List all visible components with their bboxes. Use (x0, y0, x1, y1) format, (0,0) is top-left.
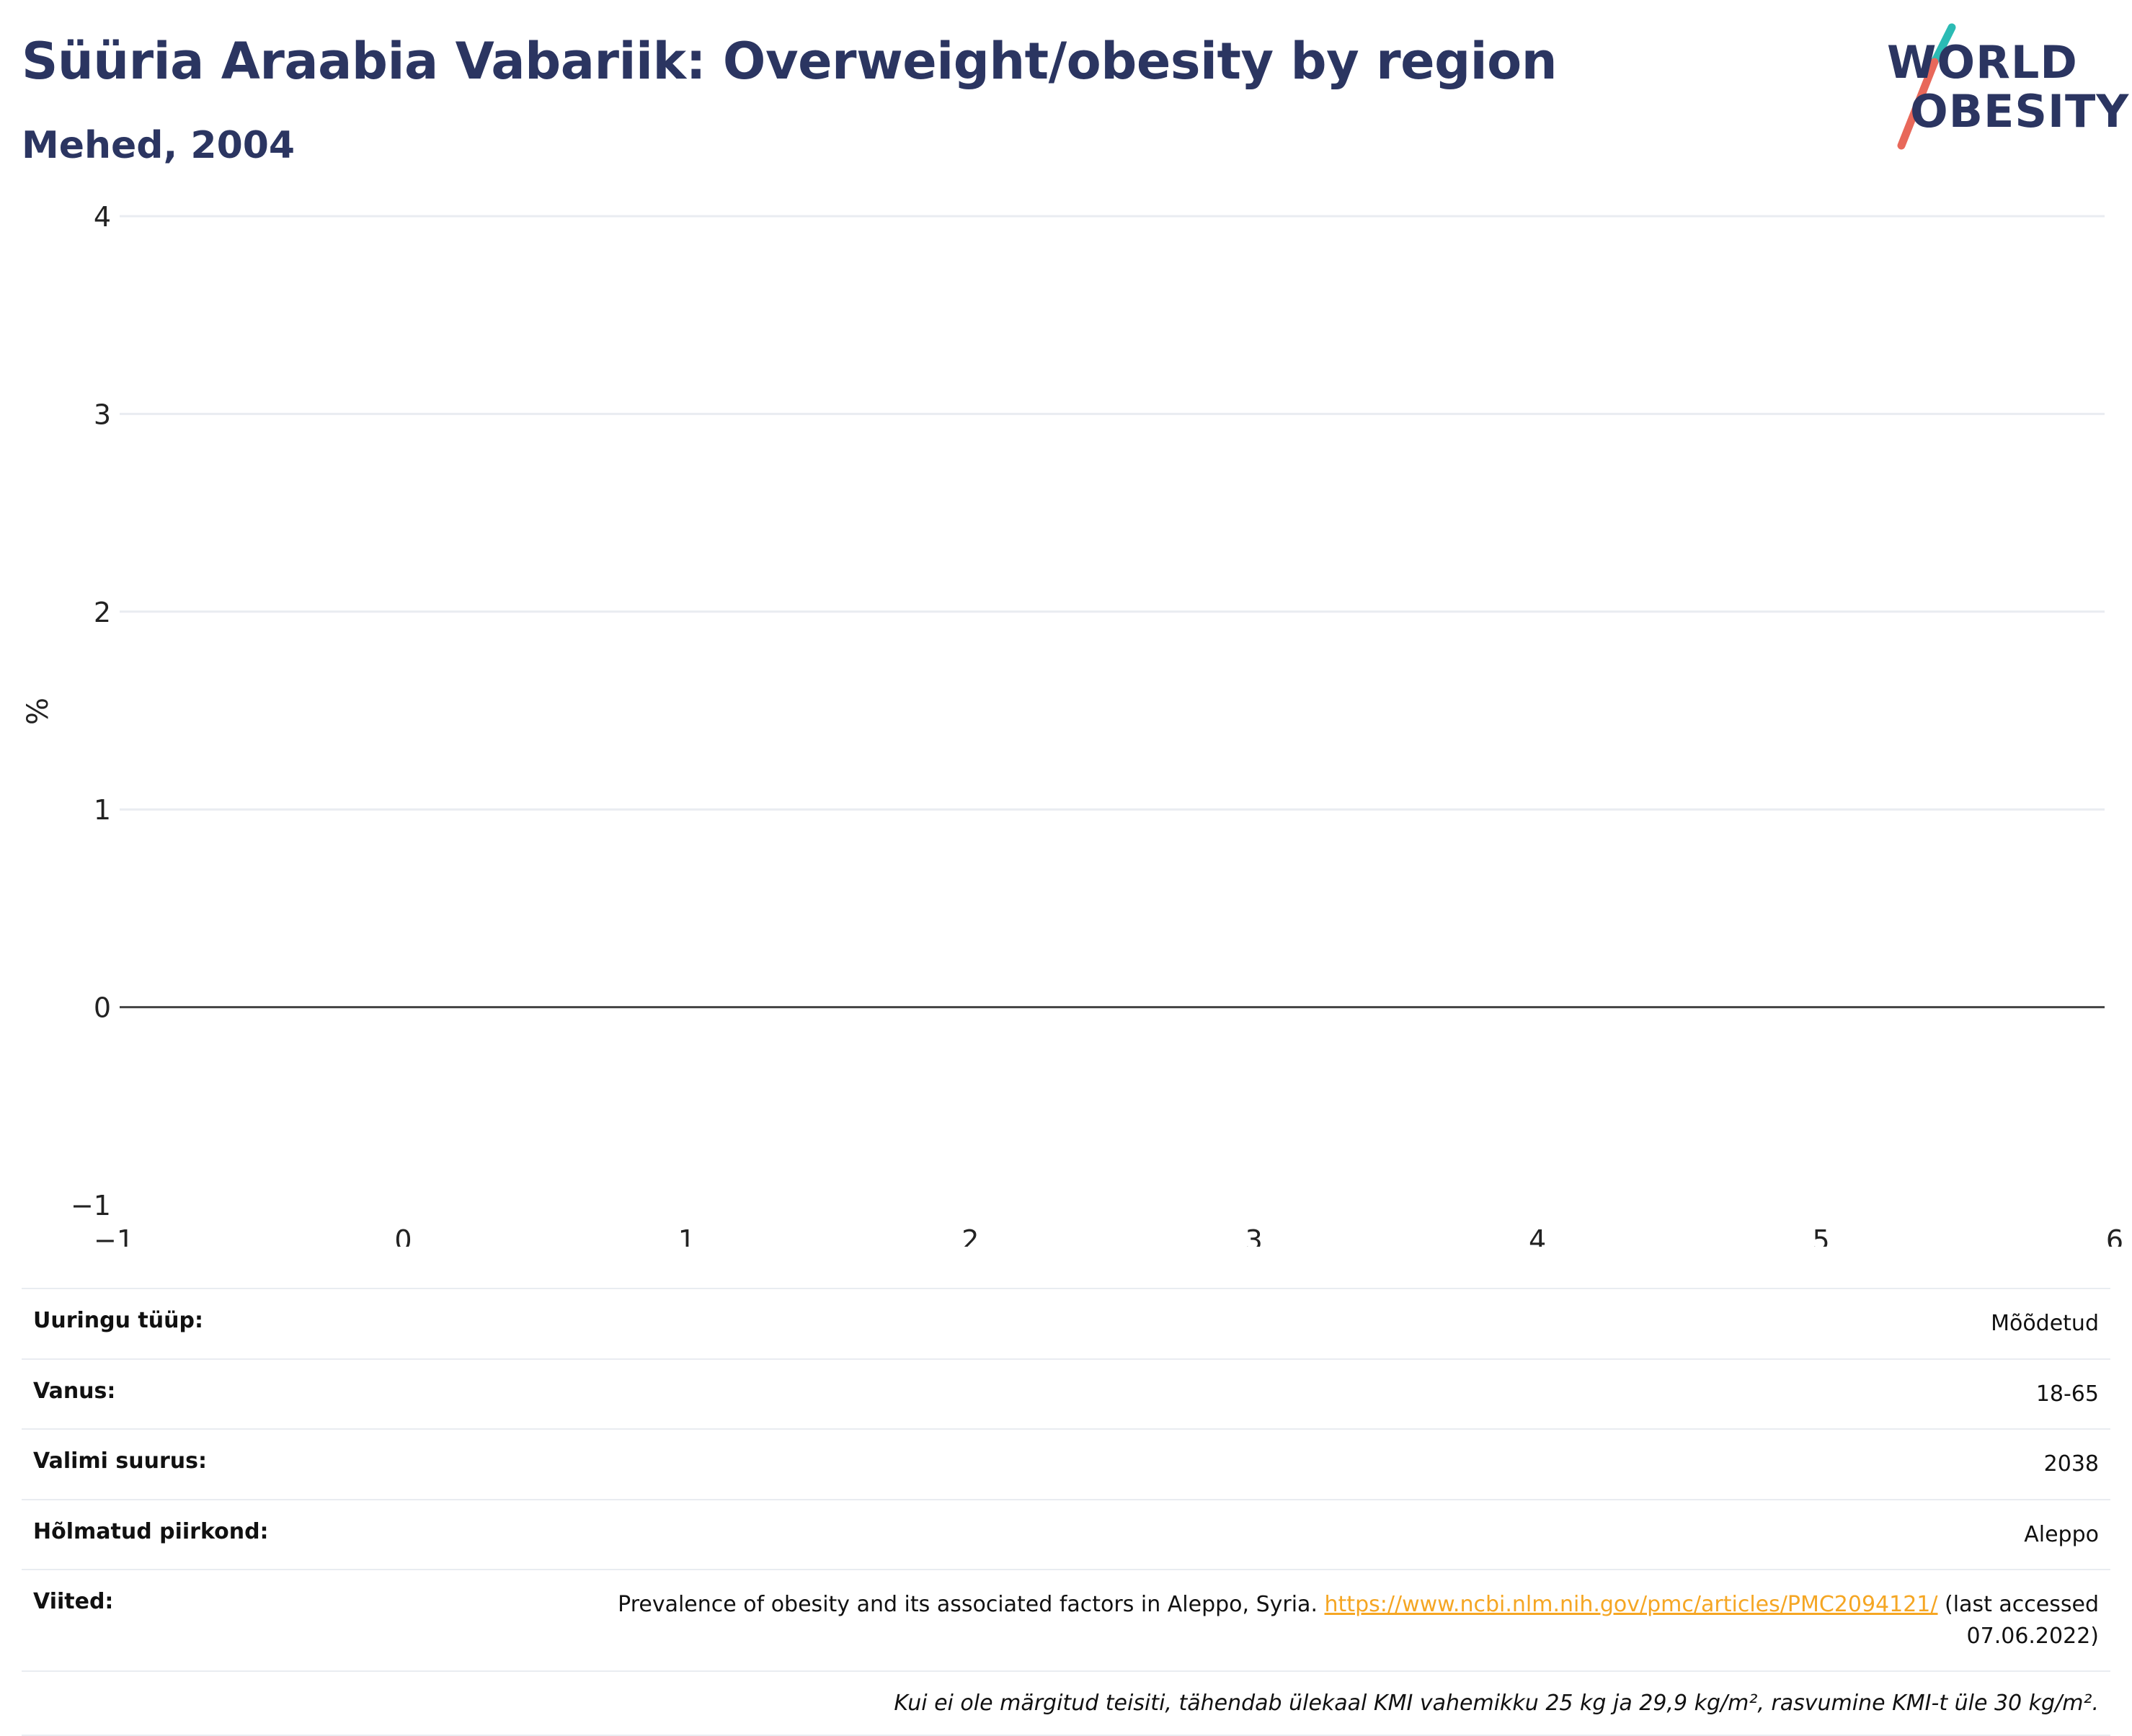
x-tick-label: 4 (1529, 1224, 1546, 1247)
x-tick-label: 2 (961, 1224, 979, 1247)
info-row: Uuringu tüüp: Mõõdetud (22, 1288, 2110, 1359)
x-axis-ticks: −1 0 1 2 3 4 5 6 (94, 1224, 2123, 1247)
info-label: Uuringu tüüp: (22, 1288, 549, 1359)
info-value: 18-65 (549, 1358, 2110, 1429)
definition-note-row: Kui ei ole märgitud teisiti, tähendab ül… (22, 1670, 2110, 1736)
logo-text-world: WORLD (1887, 36, 2078, 89)
info-label: Valimi suurus: (22, 1428, 549, 1500)
y-tick-label: 0 (94, 992, 111, 1024)
y-tick-label: 1 (94, 794, 111, 826)
reference-text: Prevalence of obesity and its associated… (618, 1592, 1318, 1617)
info-row: Vanus: 18-65 (22, 1358, 2110, 1429)
x-tick-label: 1 (678, 1224, 696, 1247)
info-value: Mõõdetud (549, 1288, 2110, 1359)
y-tick-label: −1 (71, 1190, 111, 1221)
world-obesity-logo[interactable]: WORLD OBESITY (1874, 22, 2128, 151)
info-value: 2038 (549, 1428, 2110, 1500)
y-tick-label: 2 (94, 597, 111, 628)
x-tick-label: 3 (1245, 1224, 1263, 1247)
references-label: Viited: (22, 1569, 549, 1671)
x-tick-label: 0 (394, 1224, 412, 1247)
references-row: Viited: Prevalence of obesity and its as… (22, 1569, 2110, 1671)
y-axis-ticks: −1 0 1 2 3 4 (71, 201, 111, 1221)
logo-slash-icon (1897, 23, 1956, 150)
chart-subtitle: Mehed, 2004 (22, 124, 296, 167)
logo-text-obesity: OBESITY (1910, 85, 2130, 138)
info-table: Uuringu tüüp: Mõõdetud Vanus: 18-65 Vali… (22, 1288, 2110, 1736)
y-tick-label: 4 (94, 201, 111, 233)
info-row: Hõlmatud piirkond: Aleppo (22, 1498, 2110, 1570)
x-tick-label: 5 (1812, 1224, 1829, 1247)
reference-accessed: (last accessed 07.06.2022) (1945, 1592, 2099, 1649)
chart-area: −1 0 1 2 3 4 5 6 −1 0 1 2 3 4 % (22, 201, 2123, 1247)
reference-link[interactable]: https://www.ncbi.nlm.nih.gov/pmc/article… (1324, 1592, 1938, 1617)
x-tick-label: −1 (94, 1224, 134, 1247)
y-tick-label: 3 (94, 399, 111, 430)
info-value: Aleppo (549, 1498, 2110, 1570)
info-label: Hõlmatud piirkond: (22, 1498, 549, 1570)
info-row: Valimi suurus: 2038 (22, 1428, 2110, 1500)
grid-lines (120, 215, 2105, 1009)
x-tick-label: 6 (2106, 1224, 2123, 1247)
y-axis-label: % (22, 698, 55, 725)
chart-title: Süüria Araabia Vabariik: Overweight/obes… (22, 32, 1558, 91)
definition-note: Kui ei ole märgitud teisiti, tähendab ül… (22, 1670, 2110, 1736)
references-value: Prevalence of obesity and its associated… (549, 1569, 2110, 1671)
info-label: Vanus: (22, 1358, 549, 1429)
